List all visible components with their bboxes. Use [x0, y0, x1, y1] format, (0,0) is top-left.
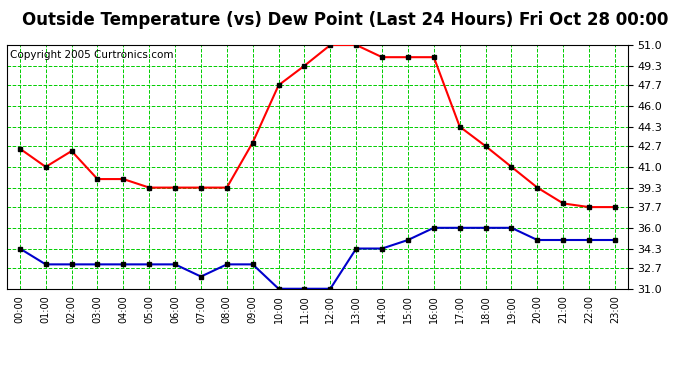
Text: Outside Temperature (vs) Dew Point (Last 24 Hours) Fri Oct 28 00:00: Outside Temperature (vs) Dew Point (Last… [22, 11, 668, 29]
Text: Copyright 2005 Curtronics.com: Copyright 2005 Curtronics.com [10, 50, 173, 60]
